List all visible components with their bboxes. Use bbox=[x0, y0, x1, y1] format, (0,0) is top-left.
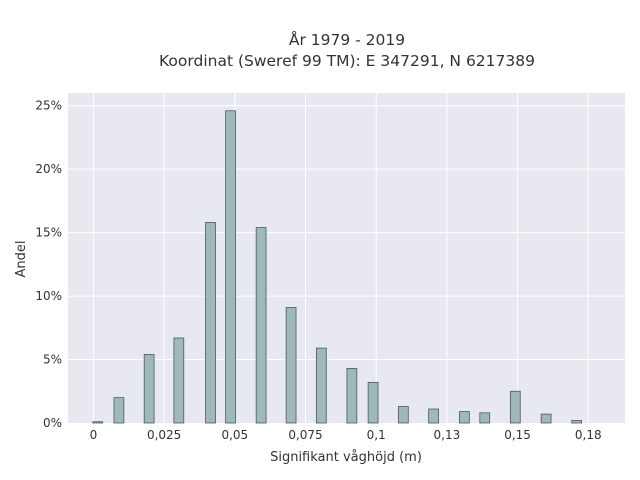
y-tick-label: 20% bbox=[35, 162, 62, 176]
histogram-bar bbox=[285, 307, 297, 424]
y-tick-label: 25% bbox=[35, 99, 62, 113]
histogram-bar bbox=[92, 421, 104, 424]
y-axis-title: Andel bbox=[14, 241, 29, 278]
histogram-bar bbox=[459, 411, 470, 424]
histogram-bar bbox=[428, 408, 439, 424]
x-tick-label: 0,15 bbox=[504, 428, 531, 442]
histogram-bar bbox=[143, 354, 155, 424]
x-tick-label: 0,13 bbox=[434, 428, 461, 442]
histogram-bar bbox=[509, 390, 521, 424]
x-tick-label: 0,1 bbox=[367, 428, 386, 442]
y-tick-label: 0% bbox=[43, 416, 62, 430]
plot-background bbox=[68, 93, 625, 423]
histogram-bar bbox=[113, 397, 125, 424]
histogram-bar bbox=[540, 413, 552, 424]
y-tick-label: 5% bbox=[43, 353, 62, 367]
histogram-bar bbox=[205, 222, 216, 424]
chart-title-line-2: Koordinat (Sweref 99 TM): E 347291, N 62… bbox=[159, 52, 535, 70]
x-axis-title: Signifikant våghöjd (m) bbox=[270, 450, 422, 465]
y-tick-label: 10% bbox=[35, 289, 62, 303]
histogram-bar bbox=[367, 381, 379, 424]
x-tick-label: 0 bbox=[90, 428, 98, 442]
histogram-bar bbox=[173, 337, 185, 424]
y-tick-label: 15% bbox=[35, 226, 62, 240]
histogram-bar bbox=[479, 412, 491, 424]
histogram-bar bbox=[315, 347, 327, 424]
histogram-bar bbox=[397, 406, 409, 424]
histogram-bar bbox=[346, 368, 358, 424]
chart-title-line-1: År 1979 - 2019 bbox=[289, 30, 405, 49]
x-tick-label: 0,18 bbox=[575, 428, 602, 442]
histogram-bar bbox=[255, 227, 267, 424]
plot-area: 0% 5% 10% 15% 20% 25% 0 0,025 0,05 0,075 0,1 0,13 0,… bbox=[35, 93, 625, 442]
histogram-bar bbox=[571, 420, 582, 424]
histogram-bar bbox=[225, 110, 236, 424]
x-tick-label: 0,075 bbox=[288, 428, 322, 442]
x-tick-label: 0,05 bbox=[221, 428, 248, 442]
x-tick-label: 0,025 bbox=[147, 428, 181, 442]
